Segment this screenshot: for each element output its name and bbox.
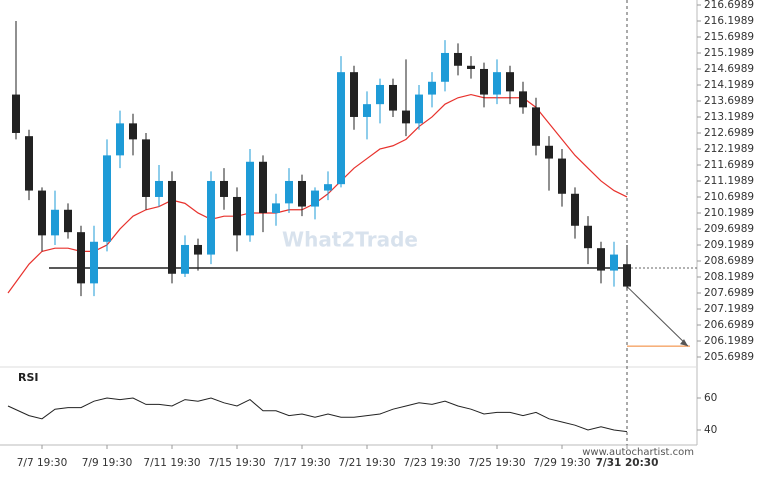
y-tick-label: 211.6989 — [704, 159, 754, 171]
candle-body — [324, 184, 332, 191]
y-tick-label: 209.1989 — [704, 239, 754, 251]
y-tick-label: 208.6989 — [704, 255, 754, 267]
candle-body — [194, 244, 202, 255]
x-tick-label: 7/23 19:30 — [403, 457, 460, 469]
candle-body — [168, 180, 176, 274]
candle-body — [376, 84, 384, 105]
candle-body — [90, 241, 98, 284]
candle-body — [207, 180, 215, 255]
candle-body — [12, 94, 20, 133]
candle-body — [597, 248, 605, 271]
candle-body — [493, 72, 501, 95]
candle-body — [428, 81, 436, 95]
y-tick-label: 205.6989 — [704, 351, 754, 363]
arrow-head — [680, 339, 688, 347]
y-tick-label: 216.6989 — [704, 0, 754, 11]
candle-body — [415, 94, 423, 124]
candle-body — [532, 107, 540, 146]
candle-body — [181, 244, 189, 274]
y-tick-label: 207.1989 — [704, 303, 754, 315]
y-tick-label: 206.1989 — [704, 335, 754, 347]
y-tick-label: 216.1989 — [704, 15, 754, 27]
forecast-arrow — [626, 286, 689, 347]
x-tick-label: 7/11 19:30 — [143, 457, 200, 469]
x-tick-label: 7/7 19:30 — [17, 457, 68, 469]
candle-body — [350, 72, 358, 117]
y-tick-label: 207.6989 — [704, 287, 754, 299]
y-tick-label: 213.1989 — [704, 111, 754, 123]
y-tick-label: 211.1989 — [704, 175, 754, 187]
y-tick-label: 213.6989 — [704, 95, 754, 107]
candle-body — [285, 180, 293, 204]
candle-body — [51, 209, 59, 236]
source: www.autochartist.com — [582, 447, 694, 458]
y-tick-label: 60 — [704, 392, 717, 404]
candle-body — [272, 203, 280, 213]
candle-body — [506, 72, 514, 92]
candle-body — [623, 264, 631, 287]
x-tick-label: 7/25 19:30 — [468, 457, 525, 469]
candle-body — [584, 225, 592, 249]
y-tick-label: 215.6989 — [704, 31, 754, 43]
candle-body — [103, 155, 111, 242]
x-tick-label: 7/31 20:30 — [596, 457, 659, 469]
candle-body — [233, 196, 241, 236]
x-tick-label: 7/29 19:30 — [533, 457, 590, 469]
candle-body — [402, 110, 410, 124]
candle-body — [142, 139, 150, 197]
y-tick-label: 210.1989 — [704, 207, 754, 219]
candle-body — [246, 161, 254, 236]
y-tick-label: 210.6989 — [704, 191, 754, 203]
y-tick-label: 212.6989 — [704, 127, 754, 139]
candle-body — [311, 190, 319, 207]
y-tick-label: 214.6989 — [704, 63, 754, 75]
candle-body — [467, 65, 475, 69]
rsi-line — [7, 397, 628, 433]
y-tick-label: 40 — [704, 424, 717, 436]
x-tick-label: 7/15 19:30 — [208, 457, 265, 469]
candle-body — [363, 104, 371, 117]
candle-body — [545, 145, 553, 159]
rsi-title: RSI — [18, 371, 39, 384]
candle-body — [389, 84, 397, 111]
y-tick-label: 206.6989 — [704, 319, 754, 331]
candle-body — [337, 72, 345, 185]
candle-body — [519, 91, 527, 108]
watermark: What2Trade — [282, 228, 418, 252]
y-tick-label: 208.1989 — [704, 271, 754, 283]
candle-body — [454, 52, 462, 66]
candle-body — [259, 161, 267, 213]
candle-body — [64, 209, 72, 233]
candle-body — [558, 158, 566, 194]
x-tick-label: 7/17 19:30 — [273, 457, 330, 469]
candle-body — [116, 123, 124, 156]
candle-body — [155, 180, 163, 197]
candle-body — [220, 180, 228, 197]
y-tick-label: 212.1989 — [704, 143, 754, 155]
candle-body — [38, 190, 46, 236]
x-tick-label: 7/21 19:30 — [338, 457, 395, 469]
y-tick-label: 209.6989 — [704, 223, 754, 235]
candle-body — [25, 136, 33, 191]
candle-body — [610, 254, 618, 271]
candle-body — [480, 68, 488, 95]
candle-body — [571, 193, 579, 226]
y-tick-label: 214.1989 — [704, 79, 754, 91]
x-tick-label: 7/9 19:30 — [82, 457, 133, 469]
candle-body — [129, 123, 137, 140]
candle-body — [441, 52, 449, 82]
candle-body — [298, 180, 306, 207]
candle-body — [77, 232, 85, 284]
y-tick-label: 215.1989 — [704, 47, 754, 59]
